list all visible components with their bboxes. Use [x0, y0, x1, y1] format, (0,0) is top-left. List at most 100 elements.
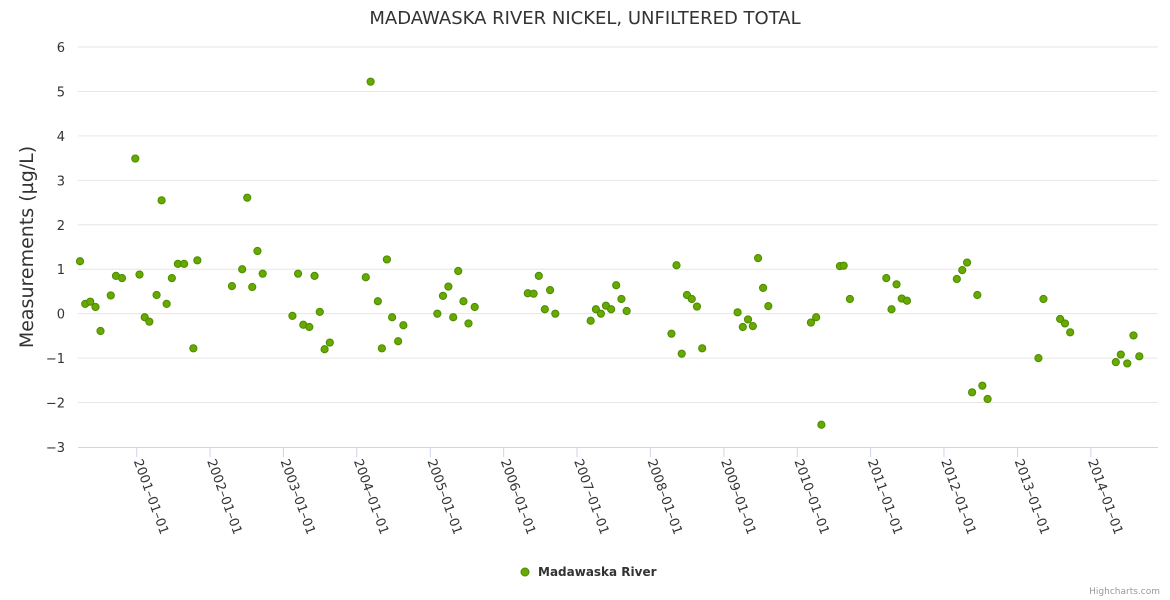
data-point[interactable] — [612, 281, 621, 290]
data-point[interactable] — [551, 309, 560, 318]
data-point[interactable] — [698, 344, 707, 353]
data-point[interactable] — [596, 309, 606, 318]
data-point[interactable] — [607, 305, 616, 314]
data-point[interactable] — [758, 283, 768, 292]
data-point[interactable] — [131, 154, 140, 163]
data-point[interactable] — [305, 322, 314, 332]
data-point[interactable] — [586, 316, 595, 325]
data-point[interactable] — [534, 271, 543, 280]
data-point[interactable] — [361, 273, 370, 282]
data-point[interactable] — [382, 255, 391, 264]
data-point[interactable] — [325, 338, 334, 347]
legend-item-madawaska-river[interactable]: Madawaska River — [538, 565, 657, 579]
data-point[interactable] — [248, 282, 257, 292]
data-point[interactable] — [167, 274, 176, 283]
credits-text[interactable]: Highcharts.com — [1089, 587, 1160, 597]
y-axis-label: Measurements (µg/L) — [16, 146, 38, 348]
data-point[interactable] — [902, 296, 912, 305]
data-point[interactable] — [399, 321, 408, 330]
data-point[interactable] — [394, 337, 403, 346]
data-point[interactable] — [96, 326, 105, 336]
data-point[interactable] — [622, 306, 631, 316]
data-point[interactable] — [1135, 352, 1144, 361]
data-point[interactable] — [958, 266, 967, 275]
data-point[interactable] — [152, 290, 161, 300]
data-point[interactable] — [315, 307, 324, 316]
data-point[interactable] — [973, 290, 982, 300]
data-point[interactable] — [677, 349, 686, 358]
data-point[interactable] — [1060, 319, 1070, 328]
data-point[interactable] — [243, 193, 252, 202]
data-point[interactable] — [968, 388, 977, 397]
data-point[interactable] — [366, 77, 375, 86]
data-point[interactable] — [258, 269, 267, 278]
data-point[interactable] — [1123, 359, 1132, 368]
data-point[interactable] — [591, 305, 600, 314]
data-point[interactable] — [377, 344, 386, 353]
data-point[interactable] — [743, 315, 753, 324]
data-point[interactable] — [529, 289, 538, 298]
data-point[interactable] — [962, 258, 972, 267]
data-point[interactable] — [667, 329, 676, 338]
data-point[interactable] — [117, 274, 127, 283]
data-point[interactable] — [86, 297, 95, 306]
data-point[interactable] — [1116, 350, 1125, 359]
data-point[interactable] — [748, 322, 757, 331]
data-point[interactable] — [135, 270, 144, 279]
data-point[interactable] — [189, 344, 198, 353]
data-point[interactable] — [180, 259, 189, 268]
data-point[interactable] — [738, 322, 747, 332]
data-point[interactable] — [238, 265, 247, 274]
data-point[interactable] — [983, 394, 992, 404]
data-point[interactable] — [806, 318, 816, 327]
data-point[interactable] — [545, 286, 555, 295]
data-point[interactable] — [753, 254, 763, 263]
data-point[interactable] — [617, 294, 626, 304]
data-point[interactable] — [193, 256, 202, 265]
data-point[interactable] — [288, 311, 297, 320]
data-point[interactable] — [882, 274, 891, 283]
data-point[interactable] — [1129, 331, 1138, 340]
data-point[interactable] — [464, 319, 473, 328]
data-point[interactable] — [162, 299, 171, 308]
data-point[interactable] — [892, 280, 901, 289]
data-point[interactable] — [887, 305, 896, 314]
data-point[interactable] — [373, 297, 382, 306]
data-point[interactable] — [75, 257, 85, 266]
data-point[interactable] — [320, 345, 329, 354]
data-point[interactable] — [672, 261, 681, 270]
data-point[interactable] — [1066, 328, 1075, 337]
data-point[interactable] — [812, 313, 821, 322]
data-point[interactable] — [1111, 358, 1120, 367]
data-point[interactable] — [293, 269, 303, 278]
data-point[interactable] — [388, 313, 397, 322]
data-point[interactable] — [839, 261, 848, 270]
data-point[interactable] — [227, 282, 237, 291]
data-point[interactable] — [444, 282, 453, 291]
data-point[interactable] — [952, 274, 961, 284]
data-point[interactable] — [540, 305, 549, 314]
data-point[interactable] — [1034, 354, 1043, 363]
data-point[interactable] — [459, 297, 468, 306]
data-point[interactable] — [310, 271, 319, 280]
data-point[interactable] — [845, 294, 855, 304]
y-gridlines — [78, 46, 1158, 404]
data-point[interactable] — [91, 302, 100, 312]
data-point[interactable] — [733, 308, 742, 317]
legend[interactable]: Madawaska River — [520, 565, 657, 579]
data-point[interactable] — [449, 313, 458, 322]
data-point[interactable] — [470, 302, 479, 312]
data-point[interactable] — [145, 317, 154, 326]
data-point[interactable] — [687, 294, 696, 304]
data-point[interactable] — [438, 291, 448, 300]
data-point[interactable] — [764, 302, 773, 311]
data-point[interactable] — [1039, 294, 1048, 304]
data-point[interactable] — [106, 291, 115, 300]
data-point[interactable] — [692, 302, 702, 311]
data-point[interactable] — [433, 309, 442, 318]
data-point[interactable] — [157, 196, 166, 205]
data-point[interactable] — [817, 420, 826, 429]
data-point[interactable] — [454, 266, 463, 276]
data-point[interactable] — [253, 246, 262, 256]
data-point[interactable] — [978, 381, 987, 390]
